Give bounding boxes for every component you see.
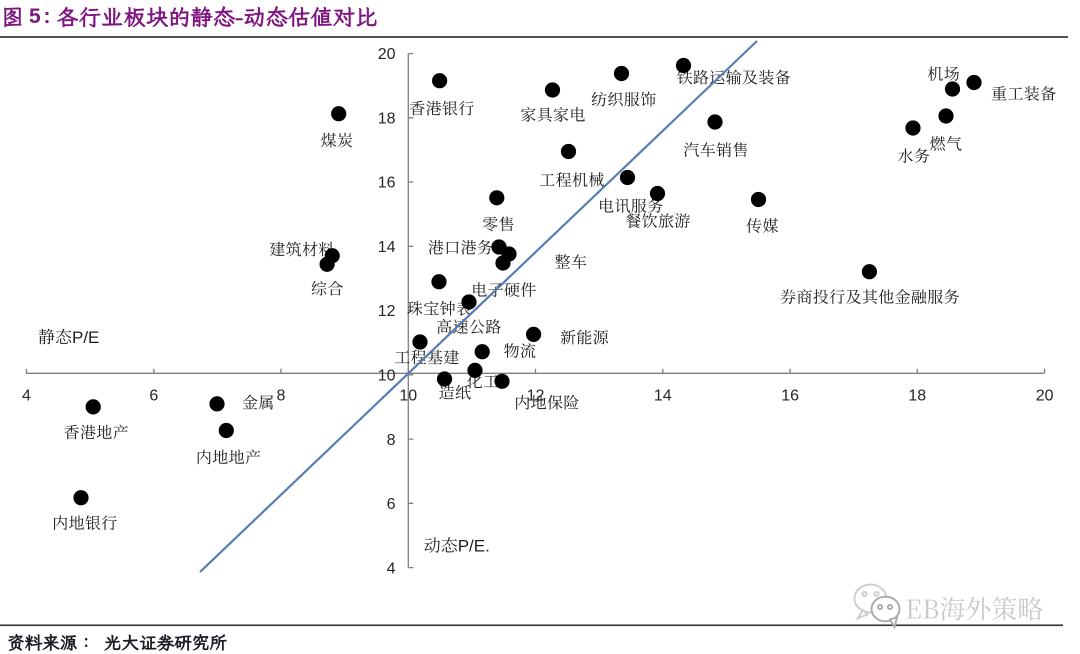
svg-text:10: 10 — [399, 388, 417, 405]
svg-text:8: 8 — [277, 388, 286, 405]
svg-text:16: 16 — [781, 388, 799, 405]
svg-text:20: 20 — [1036, 388, 1054, 405]
svg-text::: : — [44, 5, 51, 28]
svg-text:4: 4 — [22, 388, 31, 405]
svg-text:P/E.: P/E. — [458, 536, 490, 555]
svg-text:5: 5 — [29, 5, 41, 28]
svg-text:10: 10 — [378, 368, 396, 385]
svg-text:18: 18 — [908, 388, 926, 405]
svg-text:14: 14 — [378, 239, 396, 256]
svg-text:8: 8 — [387, 432, 396, 449]
svg-text:16: 16 — [378, 175, 396, 192]
svg-text:12: 12 — [378, 303, 396, 320]
svg-text:4: 4 — [387, 560, 396, 577]
svg-text:6: 6 — [149, 388, 158, 405]
svg-text:18: 18 — [378, 111, 396, 128]
svg-text:P/E: P/E — [72, 328, 99, 347]
svg-text:6: 6 — [387, 496, 396, 513]
svg-text:14: 14 — [654, 388, 672, 405]
svg-text:20: 20 — [378, 46, 396, 63]
